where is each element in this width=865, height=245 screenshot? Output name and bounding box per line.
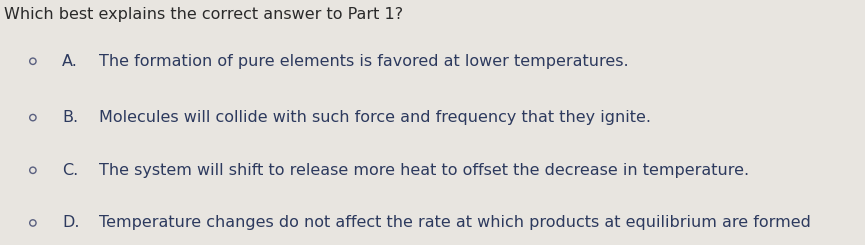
Text: The system will shift to release more heat to offset the decrease in temperature: The system will shift to release more he… <box>99 163 750 178</box>
Text: B.: B. <box>62 110 79 125</box>
Text: C.: C. <box>62 163 79 178</box>
Text: Which best explains the correct answer to Part 1?: Which best explains the correct answer t… <box>4 7 403 22</box>
Text: Temperature changes do not affect the rate at which products at equilibrium are : Temperature changes do not affect the ra… <box>99 215 811 231</box>
Text: Molecules will collide with such force and frequency that they ignite.: Molecules will collide with such force a… <box>99 110 651 125</box>
Text: D.: D. <box>62 215 80 231</box>
Text: A.: A. <box>62 54 78 69</box>
Text: The formation of pure elements is favored at lower temperatures.: The formation of pure elements is favore… <box>99 54 629 69</box>
